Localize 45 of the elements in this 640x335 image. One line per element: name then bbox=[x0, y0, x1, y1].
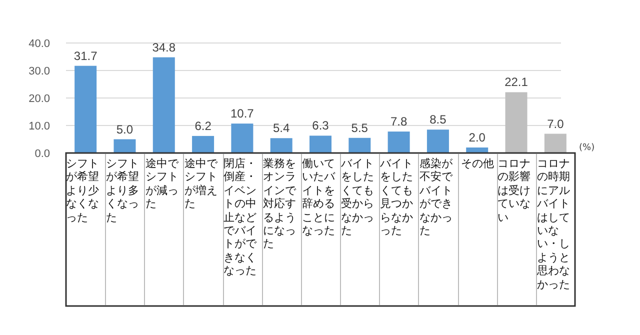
x-tick-label: 働いていたバイトを辞めることになった bbox=[300, 154, 340, 305]
x-tick-label: 業務をオンラインで対応するようになった bbox=[262, 154, 301, 305]
bar bbox=[426, 130, 449, 153]
bar bbox=[114, 139, 136, 153]
x-tick-label: その他 bbox=[458, 154, 497, 305]
data-label: 34.8 bbox=[152, 40, 176, 54]
x-tick-label: 途中でシフトが減った bbox=[144, 154, 184, 305]
bar bbox=[388, 132, 410, 153]
x-tick-label: バイトをしたくても受からなかった bbox=[340, 154, 380, 305]
bar bbox=[466, 148, 488, 153]
data-label: 5.5 bbox=[351, 120, 368, 135]
data-label: 7.8 bbox=[390, 114, 408, 129]
y-tick-label: 30.0 bbox=[28, 66, 50, 78]
data-label: 10.7 bbox=[230, 106, 254, 121]
bar bbox=[505, 92, 528, 153]
data-label: 6.3 bbox=[312, 118, 330, 133]
x-tick-label: 途中でシフトが増えた bbox=[183, 154, 223, 305]
bar bbox=[270, 138, 292, 153]
data-label: 5.0 bbox=[116, 122, 134, 136]
bar bbox=[152, 57, 175, 153]
data-label: 2.0 bbox=[468, 130, 486, 144]
bar bbox=[310, 136, 332, 153]
y-axis-title: (%) bbox=[579, 143, 595, 153]
x-tick-label: シフトが希望より多くなった bbox=[105, 154, 144, 305]
bar bbox=[348, 138, 371, 153]
bar bbox=[74, 66, 97, 153]
y-tick-label: 0.0 bbox=[34, 148, 50, 160]
bar bbox=[544, 134, 566, 153]
data-label: 8.5 bbox=[430, 112, 447, 127]
x-tick-label: 感染が不安でバイトができなかった bbox=[418, 154, 458, 305]
bar bbox=[231, 124, 254, 153]
y-tick-label: 20.0 bbox=[28, 93, 50, 105]
y-tick-label: 10.0 bbox=[28, 120, 50, 132]
bar bbox=[192, 136, 214, 153]
data-label: 7.0 bbox=[547, 116, 564, 131]
category-label: コロナの時期にアルバイトはしていない・しようと思わなかった bbox=[536, 157, 570, 291]
data-label: 22.1 bbox=[504, 75, 528, 90]
data-label: 31.7 bbox=[74, 48, 98, 63]
x-tick-label: コロナの影響は受けていない bbox=[496, 154, 536, 305]
data-label: 6.2 bbox=[194, 118, 212, 133]
x-tick-label: シフトが希望より少なくなった bbox=[66, 156, 100, 226]
data-label: 5.4 bbox=[273, 121, 290, 136]
y-tick-label: 40.0 bbox=[28, 38, 50, 50]
x-tick-label: バイトをしたくても見つからなかった bbox=[379, 154, 418, 305]
category-label: 閉店・倒産・イベントの中止などでバイトができなくなった bbox=[224, 157, 257, 278]
